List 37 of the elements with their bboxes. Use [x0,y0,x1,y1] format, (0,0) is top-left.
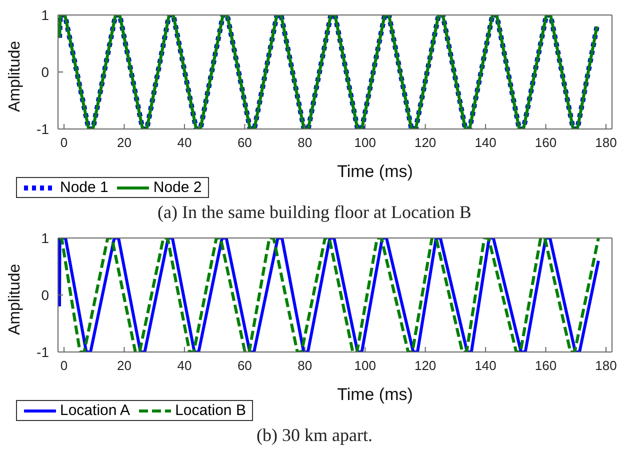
x-tick-label: 180 [595,358,617,374]
x-tick-label: 0 [60,135,68,150]
line-series [58,238,600,352]
x-tick-label: 140 [474,135,496,150]
text: (a) In the same building floor at Location B [156,202,472,223]
y-axis-title: Amplitude [6,264,24,335]
x-tick-label: 0 [60,358,68,374]
x-tick-label: 40 [177,135,192,150]
y-tick-label: 1 [41,6,50,23]
x-tick-label: 180 [595,135,617,150]
x-tick-label: 60 [237,358,252,374]
legend-label: Location B [174,402,246,419]
x-tick-label: 100 [354,135,376,150]
x-tick-label: 80 [298,358,312,374]
legend-label: Node 1 [59,179,108,196]
x-tick-label: 160 [534,358,557,374]
x-axis-title: Time (ms) [337,162,413,181]
y-tick-label: -1 [36,120,50,137]
y-tick-label: -1 [36,344,50,360]
y-axis-title: Amplitude [6,40,24,112]
x-tick-label: 140 [474,358,496,374]
y-tick-label: 1 [41,230,50,246]
text: (b) 30 km apart. [256,425,374,446]
x-tick-label: 160 [534,135,557,150]
x-tick-label: 20 [117,358,132,374]
x-tick-label: 120 [414,358,436,374]
x-tick-label: 40 [177,358,192,374]
y-tick-label: 0 [41,286,50,303]
x-tick-label: 80 [298,135,312,150]
y-tick-label: 0 [41,64,50,80]
x-tick-label: 60 [237,135,252,150]
legend-label: Location A [59,402,130,419]
x-axis-title: Time (ms) [337,385,413,404]
legend-label: Node 2 [152,179,202,196]
x-tick-label: 100 [354,358,376,374]
x-tick-label: 120 [414,135,436,150]
x-tick-label: 20 [117,135,132,150]
